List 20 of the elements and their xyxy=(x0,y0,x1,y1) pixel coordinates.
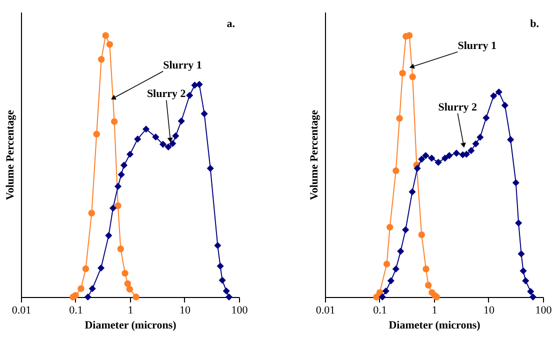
x-axis-title: Diameter (microns) xyxy=(388,320,481,332)
y-axis-title: Volume Percentage xyxy=(4,110,16,200)
x-tick-label: 100 xyxy=(231,304,248,316)
x-tick-label: 0.01 xyxy=(316,304,336,316)
annotation: Slurry 2 xyxy=(438,101,478,114)
x-tick-label: 0.01 xyxy=(12,304,32,316)
x-tick-label: 10 xyxy=(484,304,495,316)
x-tick-label: 1 xyxy=(432,304,438,316)
x-tick-label: 0.1 xyxy=(373,304,387,316)
annotation: Slurry 2 xyxy=(146,88,186,100)
x-axis-title: Diameter (microns) xyxy=(84,320,177,332)
annotation: Slurry 1 xyxy=(163,59,202,72)
x-tick-label: 1 xyxy=(128,304,134,316)
text: a. xyxy=(226,18,236,30)
x-tick-label: 0.1 xyxy=(69,304,83,316)
x-tick-label: 100 xyxy=(535,304,552,316)
y-axis-title: Volume Percentage xyxy=(308,110,320,200)
text: b. xyxy=(530,18,540,30)
x-tick-label: 10 xyxy=(180,304,191,316)
annotation: Slurry 1 xyxy=(458,40,497,52)
